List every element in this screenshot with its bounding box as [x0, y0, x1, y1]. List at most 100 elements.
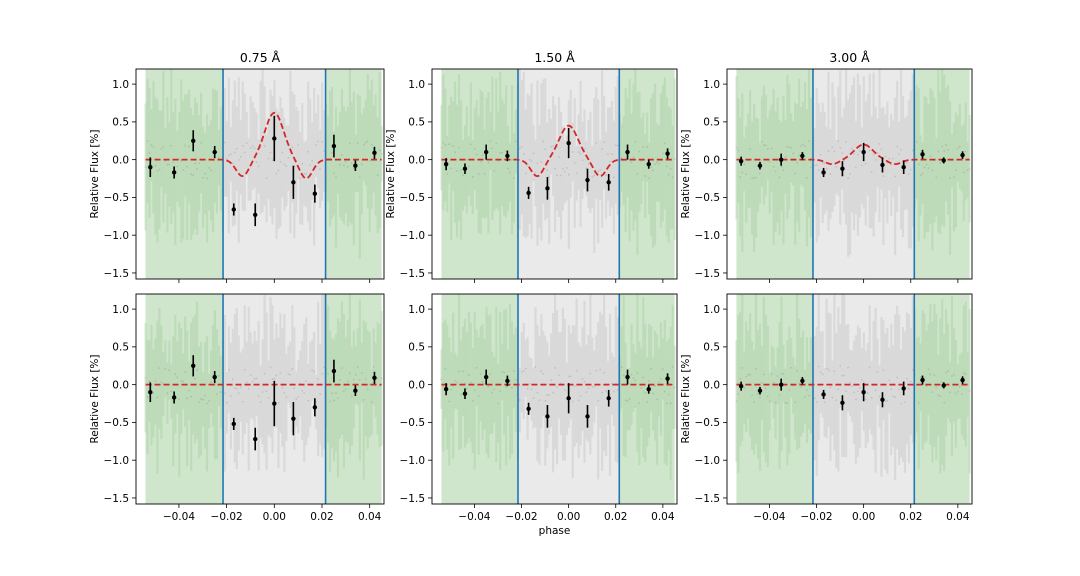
raw-point: [376, 174, 379, 177]
raw-point: [257, 165, 260, 168]
raw-point: [762, 144, 765, 146]
raw-point: [293, 387, 296, 390]
raw-point: [644, 175, 647, 177]
raw-point: [851, 147, 853, 150]
raw-point: [440, 146, 443, 149]
raw-point: [573, 385, 576, 387]
raw-point: [204, 172, 206, 175]
panel-4: 1.0 0.5 0.0 −0.5 −1.0 −1.5 −0.04 −0.02 0.00 0.02 0…: [89, 293, 385, 523]
raw-point: [307, 150, 310, 153]
raw-point: [444, 144, 447, 146]
raw-point: [966, 169, 969, 171]
binned-point: [505, 378, 510, 384]
raw-point: [305, 380, 308, 383]
binned-point: [353, 388, 358, 393]
raw-point: [591, 175, 594, 178]
raw-point: [358, 176, 361, 179]
raw-point: [636, 372, 639, 375]
raw-point: [870, 396, 873, 399]
raw-point: [800, 145, 802, 147]
raw-point: [493, 388, 496, 391]
raw-point: [806, 389, 808, 392]
raw-point: [919, 376, 922, 379]
raw-point: [475, 366, 478, 369]
raw-point: [882, 175, 885, 178]
raw-point: [450, 167, 453, 170]
binned-point: [526, 190, 531, 196]
panel-5: 1.0 0.5 0.0 −0.5 −1.0 −1.5 −0.04 −0.02 0.00 0.02 0…: [400, 293, 678, 537]
raw-point: [616, 144, 619, 147]
raw-point: [285, 165, 288, 167]
raw-point: [225, 158, 228, 160]
binned-point: [665, 151, 670, 156]
raw-point: [741, 366, 744, 369]
raw-point: [890, 163, 893, 166]
axes-frame: [431, 293, 678, 505]
raw-point: [350, 395, 353, 398]
binned-point: [861, 149, 866, 155]
raw-point: [955, 168, 957, 171]
raw-point: [943, 150, 946, 152]
raw-point: [210, 169, 212, 172]
raw-point: [196, 168, 199, 170]
raw-point: [764, 144, 767, 147]
raw-point: [784, 156, 787, 159]
raw-point: [160, 381, 163, 384]
raw-point: [380, 377, 383, 380]
raw-point: [534, 366, 537, 369]
y-axis-label: Relative Flux [%]: [89, 354, 101, 443]
x-tick-label: 0.00: [557, 511, 580, 523]
raw-point: [243, 368, 246, 371]
raw-point: [624, 399, 627, 402]
binned-point: [646, 161, 651, 167]
binned-point: [148, 390, 153, 395]
raw-point: [630, 161, 633, 164]
raw-point: [579, 152, 582, 155]
raw-point: [350, 162, 353, 165]
raw-point: [571, 151, 574, 153]
raw-point: [939, 162, 942, 164]
y-tick-label: 0.0: [408, 154, 425, 166]
raw-point: [737, 393, 740, 395]
raw-point: [156, 170, 159, 173]
raw-point: [536, 391, 539, 394]
raw-point: [339, 163, 341, 166]
x-axis: [474, 279, 664, 283]
y-tick-label: −1.0: [695, 230, 721, 242]
raw-point: [575, 172, 578, 175]
raw-point: [546, 169, 549, 172]
raw-point: [829, 173, 832, 175]
raw-point: [249, 374, 252, 377]
raw-point: [862, 380, 865, 383]
out-of-transit-band-right: [619, 69, 675, 279]
raw-point: [628, 398, 631, 400]
raw-point: [831, 396, 834, 399]
raw-point: [182, 169, 185, 171]
raw-point: [241, 400, 244, 403]
raw-point: [505, 386, 507, 388]
x-tick-label: 0.02: [310, 511, 333, 523]
plot-area: [735, 69, 971, 279]
raw-point: [597, 399, 600, 402]
raw-point: [469, 381, 472, 384]
raw-point: [652, 169, 654, 172]
raw-point: [160, 147, 163, 150]
raw-point: [774, 170, 777, 173]
raw-point: [632, 377, 635, 380]
raw-point: [348, 142, 351, 145]
raw-point: [577, 399, 580, 402]
binned-point: [800, 378, 805, 384]
raw-point: [654, 163, 656, 166]
raw-point: [849, 172, 851, 175]
binned-point: [757, 163, 763, 168]
raw-point: [955, 392, 957, 395]
raw-point: [528, 382, 531, 385]
binned-point: [778, 382, 784, 387]
raw-point: [544, 399, 547, 402]
binned-point: [880, 397, 885, 402]
raw-point: [372, 365, 375, 368]
raw-point: [172, 161, 175, 164]
raw-point: [329, 400, 331, 403]
binned-point: [272, 136, 277, 141]
raw-point: [550, 379, 553, 382]
